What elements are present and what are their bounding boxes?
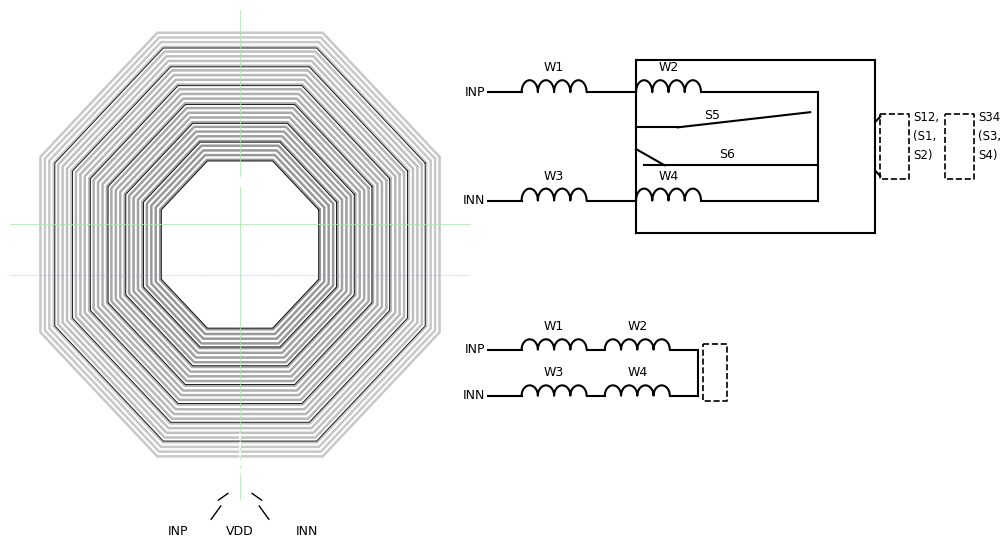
Text: W1: W1: [544, 320, 564, 333]
Text: W3: W3: [544, 170, 564, 183]
Text: W1: W1: [544, 61, 564, 74]
Text: S4): S4): [978, 149, 998, 162]
Text: W4: W4: [658, 170, 679, 183]
Text: W2: W2: [658, 61, 679, 74]
Text: INP: INP: [465, 86, 485, 99]
Text: S5: S5: [704, 109, 720, 122]
Bar: [265, 469, 277, 484]
Bar: [205, 469, 217, 484]
Text: INN: INN: [296, 525, 318, 538]
Text: S12,: S12,: [913, 111, 939, 124]
Text: VDD: VDD: [226, 525, 254, 538]
Text: S2): S2): [913, 149, 933, 162]
Text: INP: INP: [465, 343, 485, 356]
Text: VDD: VDD: [236, 174, 283, 193]
Text: W4: W4: [627, 366, 647, 379]
Text: INN: INN: [463, 389, 485, 402]
Text: INP: INP: [167, 525, 188, 538]
Text: (S3,: (S3,: [978, 130, 1000, 143]
Text: INN: INN: [463, 194, 485, 207]
Text: W3: W3: [544, 366, 564, 379]
Bar: [234, 469, 246, 484]
Text: S6: S6: [719, 148, 735, 161]
Text: W2: W2: [627, 320, 647, 333]
Text: S34,: S34,: [978, 111, 1000, 124]
Text: (S1,: (S1,: [913, 130, 936, 143]
